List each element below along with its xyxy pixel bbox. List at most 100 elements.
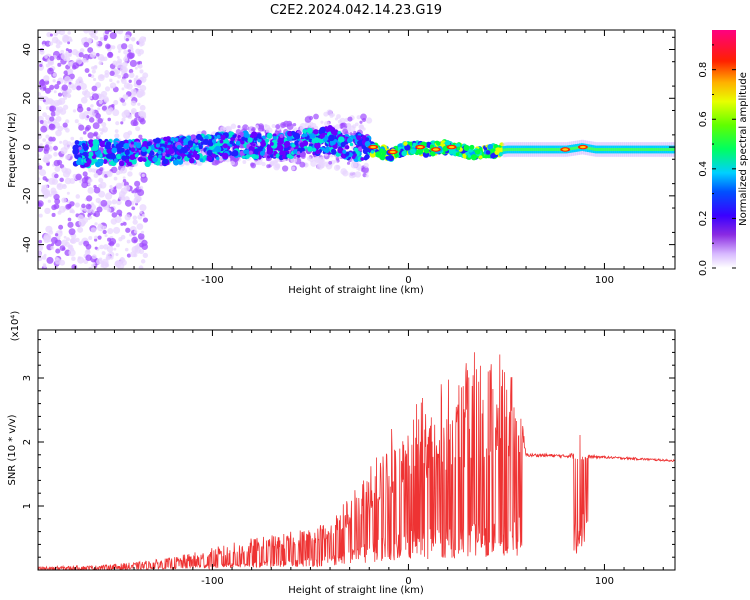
snr-y-tick-label: 1 xyxy=(22,503,33,509)
spectrogram-cell xyxy=(330,129,337,135)
spectrogram-cell xyxy=(661,148,665,151)
spectrogram-cell xyxy=(261,128,265,132)
spectrogram-cell xyxy=(313,125,319,131)
spectrogram-cell xyxy=(197,161,201,166)
spectrogram-cell xyxy=(118,237,123,242)
spectrogram-cell xyxy=(109,82,117,89)
spectrogram-cell xyxy=(518,148,522,151)
spectrogram-cell xyxy=(331,113,335,117)
spectrogram-frame xyxy=(37,29,676,270)
spectrogram-cell xyxy=(92,77,97,82)
spectrogram-cell xyxy=(65,119,70,124)
spectrogram-cell xyxy=(220,134,226,140)
spectrogram-cell xyxy=(267,155,271,159)
spectrogram-cell xyxy=(94,238,98,242)
spectrogram-cell xyxy=(91,69,96,74)
spectrogram-cell xyxy=(47,67,54,75)
spectrogram-cell xyxy=(243,133,247,137)
spectrogram-cell xyxy=(74,202,80,208)
spectrogram-cell xyxy=(306,127,313,134)
spectrogram-x-tick-label: -100 xyxy=(201,275,224,286)
spectrogram-x-label: Height of straight line (km) xyxy=(288,285,424,296)
spectrogram-cell xyxy=(92,139,100,146)
spectrogram-cell xyxy=(337,136,345,143)
spectrogram-cell xyxy=(328,160,333,165)
spectrogram-cell xyxy=(356,115,361,120)
spectrogram-cell xyxy=(80,96,88,104)
spectrogram-cell xyxy=(166,144,171,149)
spectrogram-peak xyxy=(448,145,455,149)
spectrogram-cell xyxy=(59,245,66,252)
spectrogram-cell xyxy=(537,148,541,151)
spectrogram-cell xyxy=(659,148,663,151)
spectrogram-cell xyxy=(230,151,235,156)
spectrogram-cell xyxy=(436,141,441,146)
spectrogram-cell xyxy=(109,70,115,77)
spectrogram-cell xyxy=(120,43,128,50)
spectrogram-cell xyxy=(102,229,107,235)
spectrogram-cell xyxy=(72,148,79,155)
spectrogram-cell xyxy=(123,34,131,42)
spectrogram-cell xyxy=(430,151,436,157)
spectrogram-cell xyxy=(88,167,93,173)
spectrogram-cell xyxy=(641,148,645,151)
spectrogram-cell xyxy=(365,147,371,153)
spectrogram-cell xyxy=(90,104,94,108)
spectrogram-cell xyxy=(39,63,43,68)
spectrogram-cell xyxy=(58,97,66,105)
spectrogram-cell xyxy=(42,99,46,103)
spectrogram-cell xyxy=(74,140,80,145)
spectrogram-cell xyxy=(116,209,123,216)
spectrogram-cell xyxy=(40,187,47,193)
spectrogram-cell xyxy=(113,176,118,181)
spectrogram-cell xyxy=(207,135,212,140)
spectrogram-cell xyxy=(223,126,227,131)
spectrogram-cell xyxy=(76,159,82,166)
spectrogram-cell xyxy=(57,62,62,67)
spectrogram-cell xyxy=(120,222,124,226)
snr-x-tick-label: 100 xyxy=(595,576,614,587)
spectrogram-cell xyxy=(77,256,85,264)
spectrogram-cell xyxy=(121,155,127,161)
colorbar: 0.0 0.2 0.4 0.6 0.8 Normalized spectral ampl… xyxy=(698,30,749,276)
spectrogram-cell xyxy=(88,73,92,78)
spectrogram-cell xyxy=(222,152,229,160)
spectrogram-cell xyxy=(119,147,125,153)
spectrogram-cell xyxy=(118,160,125,167)
spectrogram-cell xyxy=(38,213,43,218)
spectrogram-cell xyxy=(116,55,120,59)
spectrogram-cell xyxy=(57,210,62,215)
spectrogram-cell xyxy=(88,151,94,157)
spectrogram-cell xyxy=(111,103,115,108)
spectrogram-cell xyxy=(360,113,367,121)
spectrogram-cell xyxy=(138,38,144,44)
spectrogram-cell xyxy=(344,145,350,150)
spectrogram-cell xyxy=(104,234,108,238)
spectrogram-cell xyxy=(38,163,41,166)
spectrogram-cell xyxy=(88,139,94,146)
spectrogram-cell xyxy=(359,124,364,129)
spectrogram-cell xyxy=(194,155,200,160)
spectrogram-cell xyxy=(78,241,83,246)
spectrogram-cell xyxy=(42,176,47,181)
spectrogram-cell xyxy=(301,133,306,138)
spectrogram-cell xyxy=(135,75,139,79)
spectrogram-cell xyxy=(97,74,105,82)
spectrogram-cell xyxy=(77,76,83,82)
spectrogram-y-tick-label: -20 xyxy=(22,188,33,204)
spectrogram-cell xyxy=(261,161,266,167)
spectrogram-cell xyxy=(541,148,545,151)
spectrogram-cell xyxy=(81,57,87,63)
spectrogram-cell xyxy=(94,246,98,250)
spectrogram-cell xyxy=(144,160,151,168)
spectrogram-cell xyxy=(123,73,129,79)
spectrogram-y-tick-label: 20 xyxy=(22,92,33,105)
spectrogram-cell xyxy=(49,33,53,37)
spectrogram-cell xyxy=(82,131,87,135)
spectrogram-cell xyxy=(49,55,55,61)
snr-x-label: Height of straight line (km) xyxy=(288,585,424,596)
snr-y-tick-label: 3 xyxy=(22,375,33,381)
spectrogram-cell xyxy=(115,243,120,248)
spectrogram-cell xyxy=(115,261,119,265)
spectrogram-cell xyxy=(108,161,113,165)
